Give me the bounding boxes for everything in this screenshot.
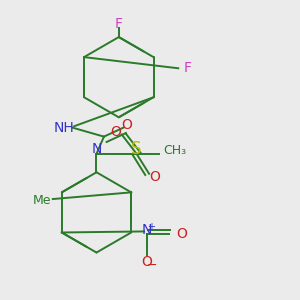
Text: N: N <box>142 223 152 237</box>
Text: O: O <box>122 118 133 132</box>
Text: Me: Me <box>33 194 52 207</box>
Text: N: N <box>91 142 102 156</box>
Text: −: − <box>146 260 157 272</box>
Text: CH₃: CH₃ <box>164 143 187 157</box>
Text: O: O <box>150 170 160 184</box>
Text: S: S <box>131 140 142 158</box>
Text: +: + <box>148 222 155 232</box>
Text: O: O <box>142 255 152 269</box>
Text: O: O <box>176 227 187 241</box>
Text: O: O <box>110 124 121 139</box>
Text: F: F <box>184 61 192 75</box>
Text: NH: NH <box>53 121 74 135</box>
Text: F: F <box>115 17 123 31</box>
